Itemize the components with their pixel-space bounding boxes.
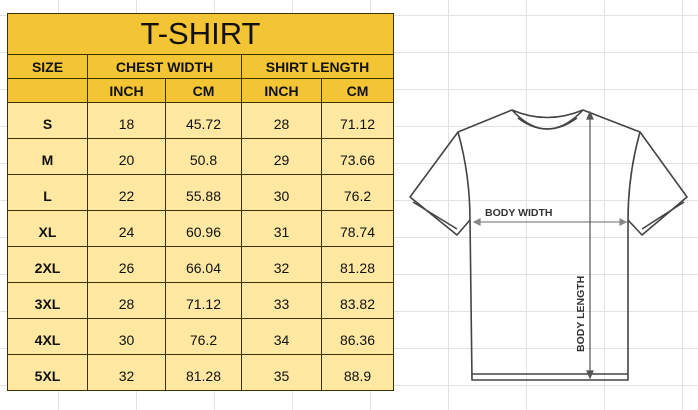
body-length-label: BODY LENGTH: [575, 276, 587, 352]
size-chart-table: T-SHIRT SIZE CHEST WIDTH SHIRT LENGTH IN…: [7, 13, 394, 391]
value-cell: 86.36: [321, 318, 394, 355]
size-cell: 4XL: [7, 318, 88, 355]
value-cell: 71.12: [165, 282, 242, 319]
tshirt-outline: [409, 109, 688, 381]
value-cell: 83.82: [321, 282, 394, 319]
value-cell: 20: [87, 138, 166, 175]
unit-header: CM: [321, 78, 394, 103]
value-cell: 29: [241, 138, 322, 175]
value-cell: 60.96: [165, 210, 242, 247]
value-cell: 30: [87, 318, 166, 355]
value-cell: 76.2: [321, 174, 394, 211]
value-cell: 32: [87, 354, 166, 391]
collar: [511, 109, 584, 130]
value-cell: 78.74: [321, 210, 394, 247]
sleeve-seams: [412, 131, 685, 375]
unit-header: CM: [165, 78, 242, 103]
table-row: M 20 50.8 29 73.66: [7, 138, 394, 175]
value-cell: 66.04: [165, 246, 242, 283]
value-cell: 22: [87, 174, 166, 211]
value-cell: 50.8: [165, 138, 242, 175]
size-cell: M: [7, 138, 88, 175]
value-cell: 73.66: [321, 138, 394, 175]
table-row: 5XL 32 81.28 35 88.9: [7, 354, 394, 391]
value-cell: 45.72: [165, 102, 242, 139]
value-cell: 26: [87, 246, 166, 283]
value-cell: 76.2: [165, 318, 242, 355]
value-cell: 18: [87, 102, 166, 139]
value-cell: 28: [87, 282, 166, 319]
header-shirt-length: SHIRT LENGTH: [241, 54, 394, 79]
table-row: 4XL 30 76.2 34 86.36: [7, 318, 394, 355]
size-cell: 3XL: [7, 282, 88, 319]
arrowhead-icon: [472, 218, 481, 226]
table-row: 2XL 26 66.04 32 81.28: [7, 246, 394, 283]
size-cell: S: [7, 102, 88, 139]
size-cell: XL: [7, 210, 88, 247]
arrowhead-icon: [619, 218, 628, 226]
value-cell: 33: [241, 282, 322, 319]
value-cell: 35: [241, 354, 322, 391]
table-title: T-SHIRT: [7, 13, 394, 55]
value-cell: 34: [241, 318, 322, 355]
value-cell: 88.9: [321, 354, 394, 391]
table-row: 3XL 28 71.12 33 83.82: [7, 282, 394, 319]
value-cell: 28: [241, 102, 322, 139]
value-cell: 81.28: [321, 246, 394, 283]
value-cell: 81.28: [165, 354, 242, 391]
body-width-label: BODY WIDTH: [485, 207, 552, 219]
unit-header: INCH: [87, 78, 166, 103]
size-cell: L: [7, 174, 88, 211]
arrowhead-icon: [586, 370, 594, 380]
value-cell: 55.88: [165, 174, 242, 211]
unit-header: INCH: [241, 78, 322, 103]
arrowhead-icon: [586, 110, 594, 120]
